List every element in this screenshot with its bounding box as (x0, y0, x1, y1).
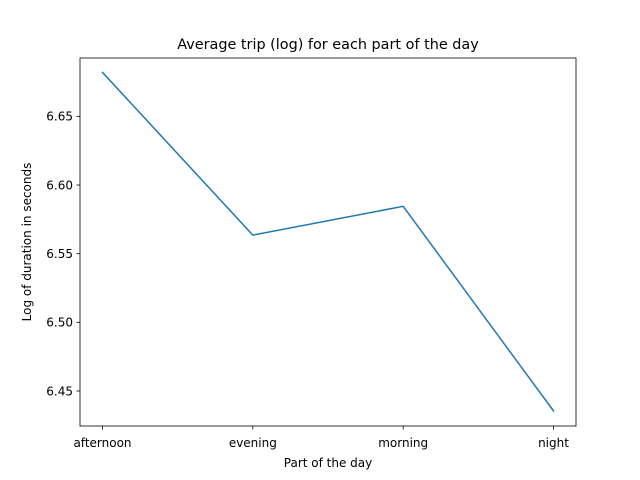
x-tick-label-morning: morning (378, 436, 428, 450)
y-tick-label-4: 6.65 (46, 110, 73, 124)
y-tick-label-3: 6.60 (46, 178, 73, 192)
chart-title: Average trip (log) for each part of the … (177, 37, 479, 53)
series-line-0 (101, 71, 555, 412)
y-axis-label: Log of duration in seconds (20, 163, 34, 322)
x-axis-label: Part of the day (284, 456, 372, 470)
y-tick-label-0: 6.45 (46, 384, 73, 398)
x-tick-label-night: night (538, 436, 569, 450)
plot-area: afternoon evening morning night 6.45 6.50 6.55… (46, 57, 577, 450)
x-tick-label-evening: evening (229, 436, 277, 450)
y-tick-label-1: 6.50 (46, 316, 73, 330)
y-tick-label-2: 6.55 (46, 247, 73, 261)
x-tick-label-afternoon: afternoon (73, 436, 131, 450)
plot-frame (79, 57, 577, 427)
